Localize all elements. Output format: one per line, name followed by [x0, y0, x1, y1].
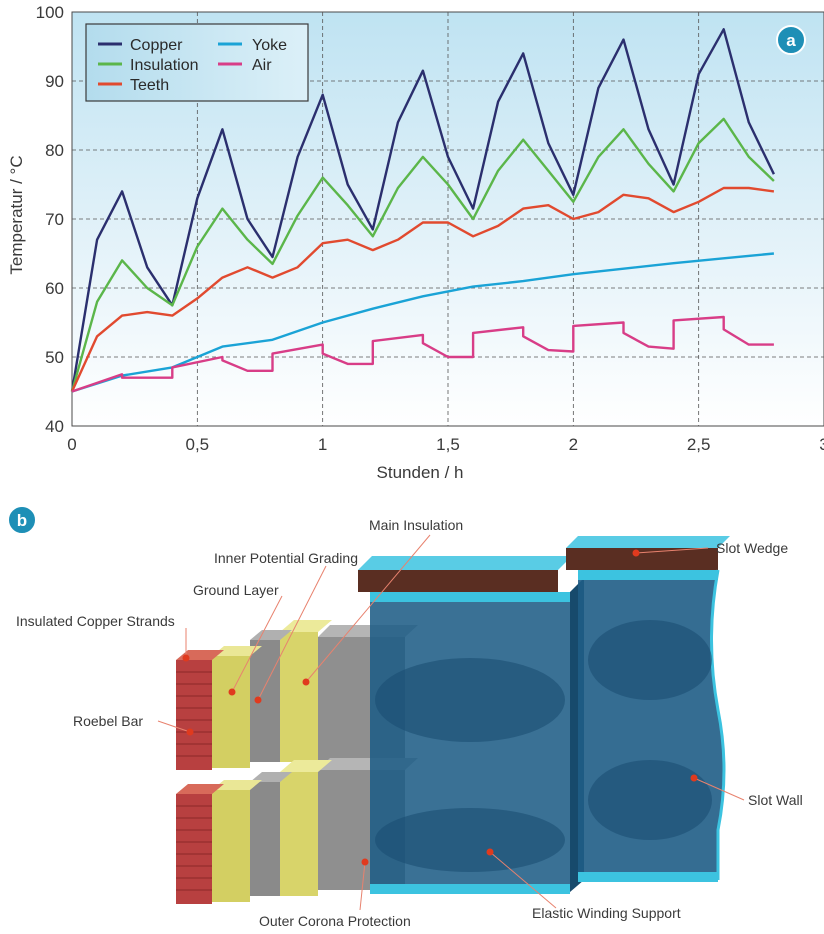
- upper-ground-layer: [250, 640, 280, 762]
- x-tick-label: 0,5: [186, 435, 210, 454]
- label-insulated-copper-strands: Insulated Copper Strands: [16, 613, 175, 629]
- y-tick-label: 50: [45, 348, 64, 367]
- x-tick-label: 2: [569, 435, 578, 454]
- series-line-yoke: [71, 252, 775, 393]
- label-elastic-winding-support: Elastic Winding Support: [532, 905, 681, 921]
- y-tick-label: 60: [45, 279, 64, 298]
- panel-a-badge: a: [776, 25, 806, 55]
- x-tick-label: 1,5: [436, 435, 460, 454]
- lower-ground-layer: [250, 782, 280, 896]
- series-line-air: [71, 315, 774, 393]
- slot-section-2: [566, 536, 730, 882]
- series-line-copper: [70, 28, 775, 392]
- legend-box: [85, 23, 309, 102]
- chart-legend: Copper Insulation Teeth Yoke Air: [85, 23, 309, 102]
- callout-lines: [157, 534, 745, 911]
- upper-inner-grading: [212, 656, 250, 768]
- stator-slot-diagram: b: [7, 505, 803, 929]
- y-tick-label: 90: [45, 72, 64, 91]
- label-slot-wall: Slot Wall: [748, 792, 803, 808]
- lower-inner-grading: [212, 790, 250, 902]
- legend-label-teeth: Teeth: [130, 77, 169, 94]
- x-tick-label: 1: [318, 435, 327, 454]
- x-axis-label: Stunden / h: [377, 463, 464, 482]
- legend-label-air: Air: [252, 57, 272, 74]
- panel-a-badge-letter: a: [786, 31, 796, 50]
- label-ground-layer: Ground Layer: [193, 582, 279, 598]
- upper-yellow-band-outer: [280, 632, 318, 762]
- label-roebel-bar: Roebel Bar: [73, 713, 143, 729]
- label-inner-potential-grading: Inner Potential Grading: [214, 550, 358, 566]
- slot-section-1: [358, 556, 584, 894]
- panel-b-badge: b: [7, 505, 37, 535]
- y-tick-label: 100: [36, 3, 64, 22]
- x-tick-label: 2,5: [687, 435, 711, 454]
- lower-copper-strands: [176, 794, 212, 904]
- x-tick-label: 0: [67, 435, 76, 454]
- panel-b-badge-letter: b: [17, 511, 27, 530]
- x-tick-label: 3: [819, 435, 824, 454]
- legend-label-insulation: Insulation: [130, 57, 199, 74]
- slot-1-wedge: [358, 570, 558, 592]
- upper-copper-strands: [176, 660, 212, 770]
- y-tick-label: 40: [45, 417, 64, 436]
- label-slot-wedge: Slot Wedge: [716, 540, 788, 556]
- lower-yellow-band-outer: [280, 772, 318, 896]
- legend-label-yoke: Yoke: [252, 37, 287, 54]
- label-outer-corona-protection: Outer Corona Protection: [259, 913, 411, 929]
- axis-ticks: 0 0,5 1 1,5 2 2,5 3 40 50 60 70 80 90 100: [36, 3, 824, 454]
- legend-label-copper: Copper: [130, 37, 183, 54]
- callout-dots: [182, 549, 698, 866]
- slot-2-wedge: [566, 548, 718, 570]
- label-main-insulation: Main Insulation: [369, 517, 463, 533]
- series-line-teeth: [70, 186, 775, 392]
- y-tick-label: 80: [45, 141, 64, 160]
- y-axis-label: Temperatur / °C: [7, 155, 26, 274]
- y-tick-label: 70: [45, 210, 64, 229]
- temperature-chart: 0 0,5 1 1,5 2 2,5 3 40 50 60 70 80 90 100 Stunden / h…: [7, 3, 824, 482]
- series-lines: [70, 28, 775, 393]
- series-line-insulation: [70, 117, 775, 392]
